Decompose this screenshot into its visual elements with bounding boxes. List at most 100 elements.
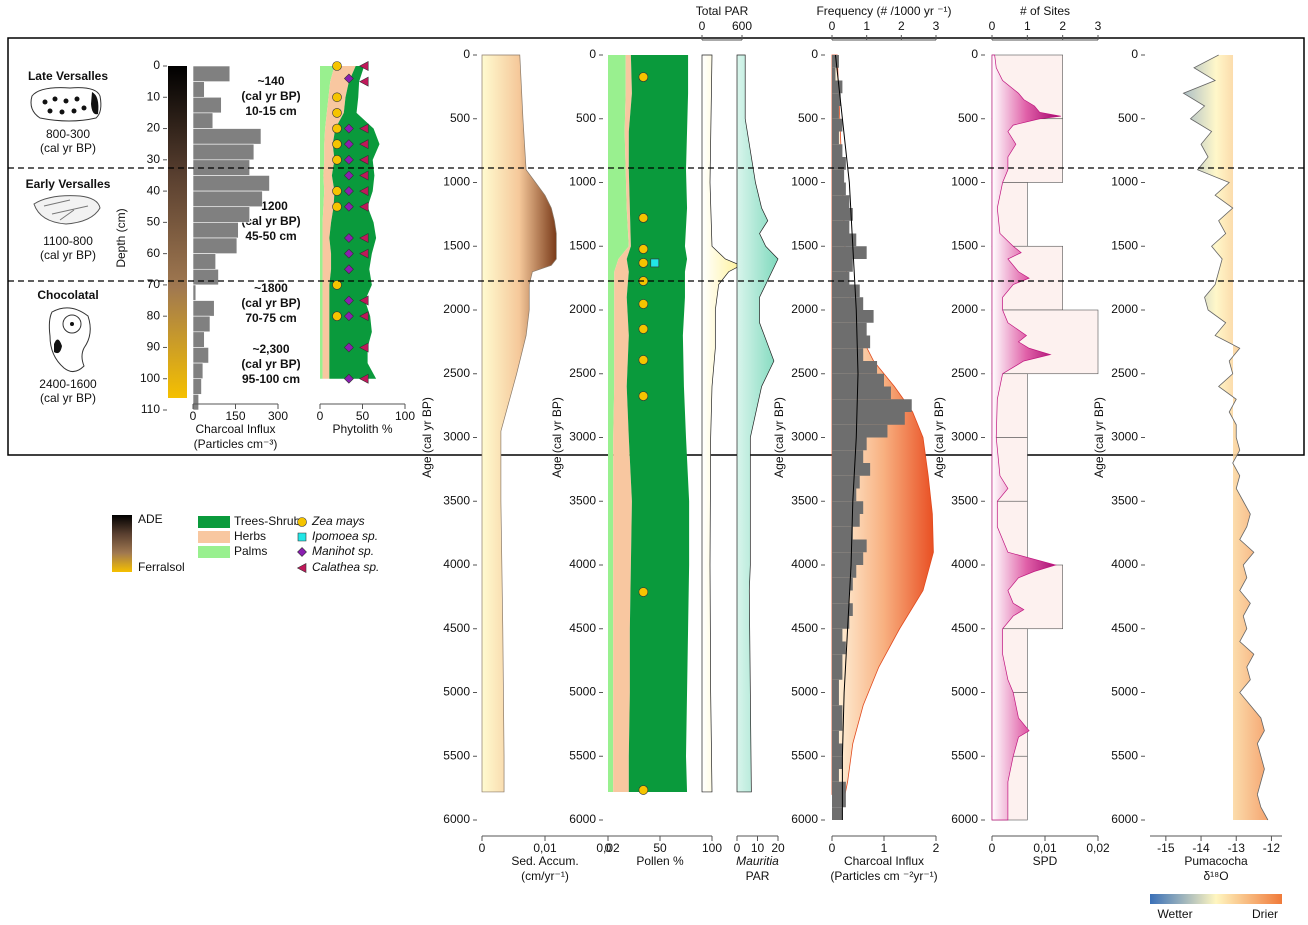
x-axis-title: SPD xyxy=(1033,854,1058,868)
y-tick-label: 4500 xyxy=(951,621,978,635)
y-tick-label: 0 xyxy=(811,47,818,61)
x-tick-label: 0,02 xyxy=(1086,841,1110,855)
y-tick-label: 50 xyxy=(147,215,161,229)
legend-swatch xyxy=(198,516,230,528)
y-tick-label: 10 xyxy=(147,89,161,103)
y-tick-label: 2000 xyxy=(951,302,978,316)
marker xyxy=(359,170,369,181)
bar xyxy=(832,565,857,578)
y-tick-label: 6000 xyxy=(443,812,470,826)
marker xyxy=(332,186,342,196)
legend: ADE Ferralsol Trees-Shrub Herbs Palms Ze… xyxy=(138,512,1278,921)
marker xyxy=(359,311,369,322)
site-icon xyxy=(42,96,87,115)
annotation: 95-100 cm xyxy=(242,372,300,386)
marker xyxy=(359,248,369,259)
y-tick-label: 4500 xyxy=(569,621,596,635)
sites: Late Versalles 800-300 (cal yr BP) Early… xyxy=(26,69,111,405)
y-tick-label: 3500 xyxy=(951,493,978,507)
y-tick-label: 2000 xyxy=(791,302,818,316)
bar xyxy=(832,705,843,718)
marker xyxy=(343,170,354,181)
bar xyxy=(832,577,853,591)
legend-label: Trees-Shrub xyxy=(234,514,301,528)
bar xyxy=(832,526,853,540)
bar xyxy=(832,246,867,259)
site-name: Late Versalles xyxy=(28,69,108,83)
x-tick-label: 0 xyxy=(699,19,706,33)
y-tick-label: 5000 xyxy=(1111,685,1138,699)
bar xyxy=(832,514,860,527)
y-tick-label: 2500 xyxy=(1111,366,1138,380)
bar xyxy=(832,131,839,145)
bar xyxy=(832,641,846,655)
marker xyxy=(332,201,342,212)
y-tick-label: 1500 xyxy=(791,238,818,252)
x-tick-label: 10 xyxy=(751,841,765,855)
bar xyxy=(832,424,888,438)
site-icon xyxy=(33,195,101,225)
x-axis-title: Sed. Accum. xyxy=(511,854,578,868)
annotation: (cal yr BP) xyxy=(241,214,300,228)
marker xyxy=(638,587,649,597)
bar xyxy=(832,590,850,604)
x-tick-label: 0 xyxy=(734,841,741,855)
x-tick-label: 1 xyxy=(1024,19,1031,33)
y-tick-label: 2000 xyxy=(443,302,470,316)
bar xyxy=(832,118,843,132)
x-tick-label: 100 xyxy=(395,409,415,423)
y-tick-label: 4000 xyxy=(443,557,470,571)
marker xyxy=(343,201,354,212)
legend-label: Palms xyxy=(234,544,267,558)
y-tick-label: 0 xyxy=(153,58,160,72)
bar xyxy=(832,233,857,247)
y-axis-title: Age (cal yr BP) xyxy=(772,397,786,478)
y-tick-label: 1500 xyxy=(569,238,596,252)
annotation: (cal yr BP) xyxy=(241,89,300,103)
bar xyxy=(832,399,912,412)
y-tick-label: 3000 xyxy=(791,430,818,444)
bar xyxy=(832,80,843,94)
y-tick-label: 500 xyxy=(576,111,596,125)
y-tick-label: 0 xyxy=(971,47,978,61)
y-tick-label: 1500 xyxy=(951,238,978,252)
marker xyxy=(359,295,369,306)
marker xyxy=(343,342,354,353)
colorbar xyxy=(112,515,132,572)
marker xyxy=(343,73,354,84)
y-tick-label: 2500 xyxy=(951,366,978,380)
y-tick-label: 5500 xyxy=(443,748,470,762)
x-tick-label: 300 xyxy=(268,409,288,423)
annotation: (cal yr BP) xyxy=(241,357,300,371)
y-tick-label: 4000 xyxy=(951,557,978,571)
marker xyxy=(343,154,354,165)
site-icon xyxy=(48,307,91,372)
y-tick-label: 0 xyxy=(463,47,470,61)
x-tick-label: 0 xyxy=(479,841,486,855)
y-tick-label: 4500 xyxy=(791,621,818,635)
marker xyxy=(343,186,354,197)
bar xyxy=(832,756,843,769)
x-tick-label: -13 xyxy=(1228,841,1246,855)
y-tick-label: 1000 xyxy=(1111,175,1138,189)
x-axis-title: Mauritia xyxy=(736,854,779,868)
bar xyxy=(192,143,255,161)
bar xyxy=(832,157,846,170)
bar xyxy=(832,437,867,451)
bar xyxy=(832,552,864,565)
bar xyxy=(192,190,263,208)
site-icon xyxy=(91,92,99,115)
x-tick-label: 100 xyxy=(702,841,722,855)
y-tick-label: 1000 xyxy=(569,175,596,189)
x-tick-label: 0,01 xyxy=(533,841,557,855)
annotation: 70-75 cm xyxy=(245,311,296,325)
marker xyxy=(650,258,660,268)
bar xyxy=(832,284,860,298)
legend-label: Herbs xyxy=(234,529,266,543)
legend-marker xyxy=(297,532,307,542)
x-axis-title: Pollen % xyxy=(636,854,684,868)
site-icon xyxy=(43,199,89,221)
marker xyxy=(359,233,369,243)
bar xyxy=(192,237,238,254)
x-tick-label: 0 xyxy=(989,841,996,855)
